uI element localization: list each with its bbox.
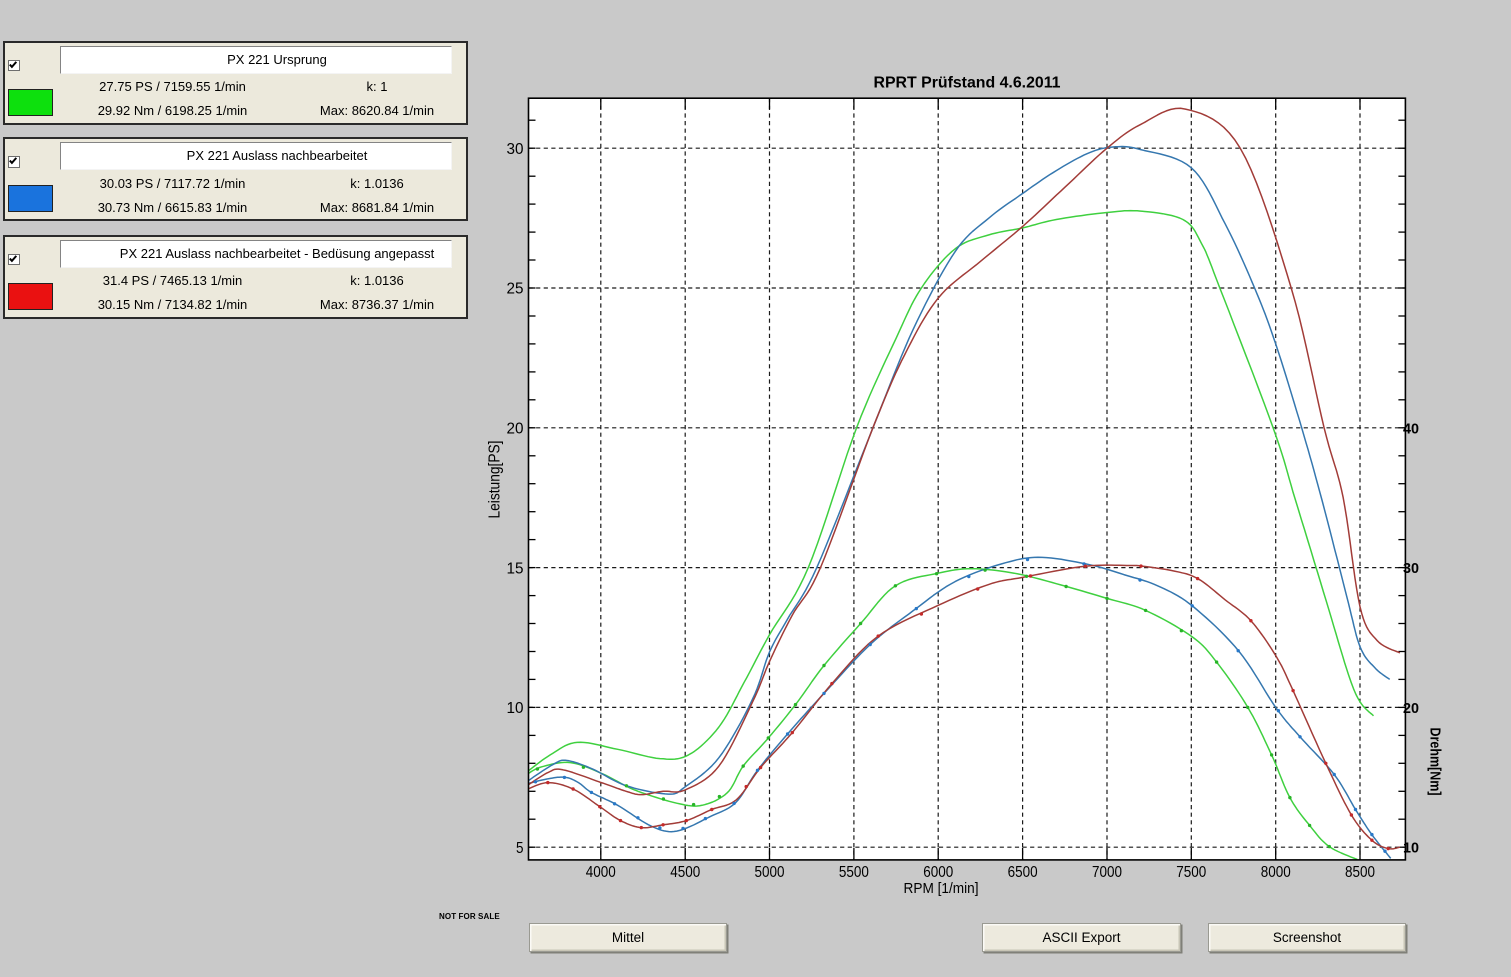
svg-text:8000: 8000 bbox=[1261, 864, 1291, 881]
svg-text:6000: 6000 bbox=[923, 864, 953, 881]
svg-text:20: 20 bbox=[507, 421, 524, 438]
svg-text:7000: 7000 bbox=[1092, 864, 1122, 881]
svg-text:10: 10 bbox=[1403, 840, 1419, 857]
svg-text:RPRT Prüfstand 4.6.2011: RPRT Prüfstand 4.6.2011 bbox=[874, 75, 1061, 92]
svg-text:4000: 4000 bbox=[586, 864, 616, 881]
svg-text:Leistung[PS]: Leistung[PS] bbox=[487, 441, 504, 519]
svg-text:25: 25 bbox=[507, 281, 524, 298]
svg-text:5: 5 bbox=[516, 840, 524, 857]
svg-text:5500: 5500 bbox=[839, 864, 869, 881]
svg-text:40: 40 bbox=[1403, 420, 1419, 437]
svg-text:5000: 5000 bbox=[755, 864, 785, 881]
svg-text:Drehm[Nm]: Drehm[Nm] bbox=[1427, 728, 1444, 796]
svg-text:7500: 7500 bbox=[1176, 864, 1206, 881]
svg-text:30: 30 bbox=[1403, 560, 1419, 577]
svg-text:20: 20 bbox=[1403, 700, 1419, 717]
svg-text:4500: 4500 bbox=[670, 864, 700, 881]
svg-text:6500: 6500 bbox=[1008, 864, 1038, 881]
svg-text:15: 15 bbox=[507, 560, 524, 577]
svg-text:RPM [1/min]: RPM [1/min] bbox=[904, 880, 979, 897]
svg-text:8500: 8500 bbox=[1345, 864, 1375, 881]
svg-text:30: 30 bbox=[507, 141, 524, 158]
svg-text:10: 10 bbox=[507, 700, 524, 717]
